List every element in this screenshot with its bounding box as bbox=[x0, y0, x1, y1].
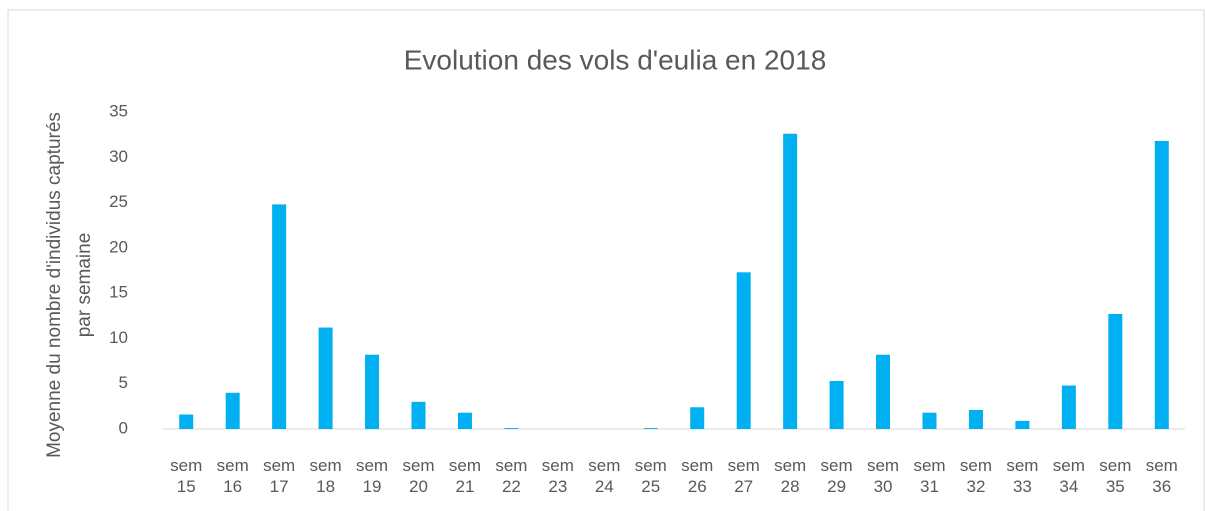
bar bbox=[504, 428, 519, 429]
x-tick-label: sem 31 bbox=[913, 456, 946, 496]
bar bbox=[829, 380, 844, 429]
y-tick-label: 35 bbox=[109, 101, 128, 120]
x-tick-label: sem 36 bbox=[1145, 456, 1178, 496]
x-tick-label: sem 35 bbox=[1099, 456, 1132, 496]
bar bbox=[1015, 420, 1030, 429]
bar bbox=[318, 327, 333, 429]
x-tick-label: sem 26 bbox=[681, 456, 714, 496]
x-tick-label: sem 25 bbox=[634, 456, 667, 496]
bar bbox=[1108, 313, 1123, 429]
bar bbox=[643, 428, 658, 429]
y-tick-label: 0 bbox=[119, 418, 128, 437]
x-tick-label: sem 32 bbox=[959, 456, 993, 496]
x-tick-label: sem 18 bbox=[309, 456, 342, 496]
y-tick-label: 30 bbox=[109, 147, 128, 166]
x-tick-label: sem 22 bbox=[495, 456, 528, 496]
bar bbox=[1061, 385, 1076, 429]
x-tick-label: sem 33 bbox=[1006, 456, 1039, 496]
x-tick-label: sem 23 bbox=[541, 456, 574, 496]
x-tick-label: sem 30 bbox=[866, 456, 900, 496]
x-tick-label: sem 21 bbox=[448, 456, 482, 496]
x-tick-label: sem 17 bbox=[263, 456, 296, 496]
y-tick-label: 25 bbox=[109, 192, 128, 211]
chart-border bbox=[7, 9, 1205, 511]
bar bbox=[365, 354, 380, 429]
bar bbox=[690, 407, 705, 429]
x-tick-label: sem 34 bbox=[1052, 456, 1085, 496]
bar bbox=[457, 412, 472, 429]
bar bbox=[783, 133, 798, 430]
bar bbox=[922, 412, 937, 429]
bar bbox=[272, 204, 287, 429]
y-tick-label: 10 bbox=[109, 328, 128, 347]
x-tick-label: sem 29 bbox=[820, 456, 853, 496]
bar bbox=[968, 409, 983, 429]
x-tick-label: sem 28 bbox=[774, 456, 807, 496]
bar bbox=[736, 272, 751, 429]
y-tick-label: 15 bbox=[109, 283, 128, 302]
chart-title: Evolution des vols d'eulia en 2018 bbox=[404, 44, 827, 75]
bar bbox=[179, 414, 194, 429]
x-tick-label: sem 15 bbox=[170, 456, 203, 496]
bar bbox=[1154, 140, 1169, 430]
x-tick-label: sem 16 bbox=[216, 456, 249, 496]
x-tick-label: sem 19 bbox=[355, 456, 389, 496]
y-tick-label: 5 bbox=[119, 373, 128, 392]
y-axis-label: Moyenne du nombre d'individus capturés p… bbox=[44, 112, 95, 458]
bar bbox=[876, 354, 891, 429]
x-tick-label: sem 27 bbox=[727, 456, 760, 496]
x-tick-label: sem 24 bbox=[588, 456, 621, 496]
x-tick-label: sem 20 bbox=[402, 456, 435, 496]
bar bbox=[225, 392, 240, 429]
bar bbox=[411, 401, 426, 429]
y-tick-label: 20 bbox=[109, 237, 128, 256]
